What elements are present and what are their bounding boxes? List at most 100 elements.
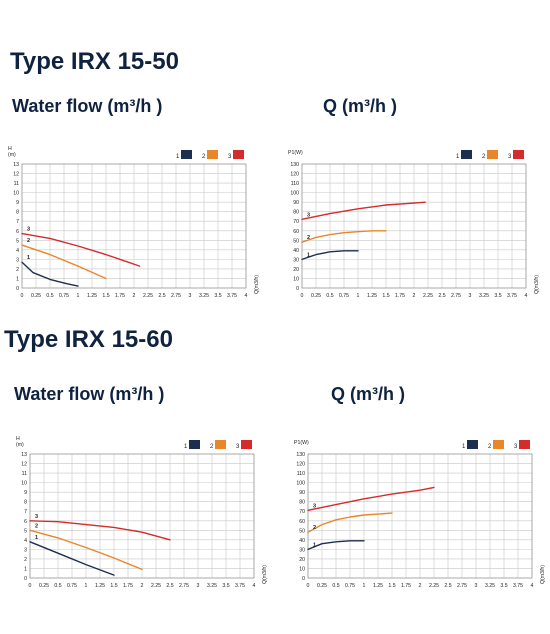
y-tick-label: 110 [297,471,305,477]
x-tick-label: 0 [301,293,304,299]
y-axis-label: H [16,436,20,442]
legend-label-3: 3 [508,154,512,160]
x-axis-label: Q(m3/h) [262,565,268,584]
x-tick-label: 3 [197,583,200,589]
x-tick-label: 1.75 [401,583,411,589]
y-tick-label: 11 [14,181,19,187]
legend-swatch-2 [493,440,504,449]
x-tick-label: 2.25 [143,293,153,299]
x-tick-label: 3.5 [222,583,229,589]
head-chart-irx-15-50: 0 0.25 0.5 0.75 1 1.25 1.5 1.75 2 2.25 2.5 2.75 3 3.2… [8,146,260,299]
y-tick-label: 8 [24,500,27,506]
legend-swatch-3 [233,150,244,159]
x-tick-label: 0.5 [46,293,53,299]
y-tick-label: 13 [13,162,19,168]
curve-label-1: 1 [27,255,30,261]
curve-series-2 [307,512,393,533]
legend-swatch-2 [487,150,498,159]
curve-series-3 [307,486,435,512]
y-tick-label: 1 [16,276,19,282]
y-tick-label: 40 [293,248,299,254]
y-tick-label: 9 [16,200,19,206]
legend-label-1: 1 [176,154,180,160]
curve-series-1 [301,250,359,261]
x-tick-label: 4 [531,583,534,589]
x-tick-label: 3.75 [513,583,523,589]
x-tick-label: 2 [133,293,136,299]
x-tick-label: 3.75 [235,583,245,589]
x-tick-label: 2.75 [179,583,189,589]
x-tick-label: 3.25 [207,583,217,589]
y-tick-label: 9 [24,490,27,496]
y-tick-label: 1 [24,566,27,572]
y-tick-label: 4 [16,248,19,254]
y-tick-label: 3 [16,257,19,263]
curve-label-2: 2 [27,238,30,244]
y-tick-label: 6 [24,519,27,525]
y-tick-label: 120 [290,172,299,178]
curve-label-1: 1 [35,535,38,541]
x-tick-label: 1.25 [95,583,105,589]
legend-swatch-1 [189,440,200,449]
legend-label-2: 2 [488,444,492,450]
x-tick-label: 2.75 [457,583,467,589]
x-tick-label: 1.5 [102,293,109,299]
y-tick-label: 90 [293,200,299,206]
y-tick-label: 11 [22,471,27,477]
x-tick-label: 1.25 [87,293,97,299]
y-tick-label: 130 [296,452,305,458]
y-tick-label: 130 [290,162,299,168]
legend-label-2: 2 [210,444,214,450]
y-tick-label: 10 [13,191,19,197]
legend-label-3: 3 [228,154,232,160]
y-tick-label: 5 [16,238,19,244]
q-heading-top: Q (m³/h ) [323,96,397,116]
curve-series-1 [307,540,365,551]
x-tick-label: 1.75 [395,293,405,299]
curve-label-1: 1 [307,252,310,258]
y-tick-label: 20 [293,267,299,273]
water-flow-heading-bottom: Water flow (m³/h ) [14,384,165,404]
x-axis-label: Q(m3/h) [540,565,546,584]
y-tick-label: 7 [16,219,19,225]
x-tick-label: 0.75 [67,583,77,589]
curve-label-3: 3 [35,514,38,520]
x-tick-label: 0 [21,293,24,299]
x-tick-label: 0 [307,583,310,589]
y-tick-label: 80 [293,210,299,216]
y-tick-label: 70 [299,509,305,515]
curve-label-3: 3 [313,503,316,509]
x-tick-label: 2.5 [158,293,165,299]
curve-label-1: 1 [313,542,316,548]
curve-label-2: 2 [313,525,316,531]
y-tick-label: 120 [296,462,305,468]
y-axis-label: P1(W) [288,150,303,156]
y-tick-label: 3 [24,547,27,553]
x-tick-label: 2.5 [166,583,173,589]
x-tick-label: 2.25 [151,583,161,589]
x-tick-label: 3.5 [500,583,507,589]
water-flow-heading-top: Water flow (m³/h ) [12,96,163,116]
y-tick-label: 2 [24,557,27,563]
y-axis-label: H [8,146,12,152]
x-tick-label: 2.5 [444,583,451,589]
legend-label-1: 1 [456,154,460,160]
y-axis-label: P1(W) [294,440,309,446]
x-tick-label: 0.25 [311,293,321,299]
legend-label-3: 3 [514,444,518,450]
y-tick-label: 4 [24,538,27,544]
y-tick-label: 0 [24,576,27,582]
legend-swatch-2 [215,440,226,449]
x-tick-label: 1.75 [123,583,133,589]
y-axis-label: (m) [8,152,16,158]
y-tick-label: 0 [16,286,19,292]
y-tick-label: 30 [293,257,299,263]
legend-label-1: 1 [184,444,188,450]
curve-series-1 [29,541,115,576]
plot-frame [301,163,527,289]
x-tick-label: 1.75 [115,293,125,299]
curve-series-3 [29,520,171,541]
legend-swatch-3 [241,440,252,449]
x-tick-label: 1 [357,293,360,299]
legend-label-3: 3 [236,444,240,450]
